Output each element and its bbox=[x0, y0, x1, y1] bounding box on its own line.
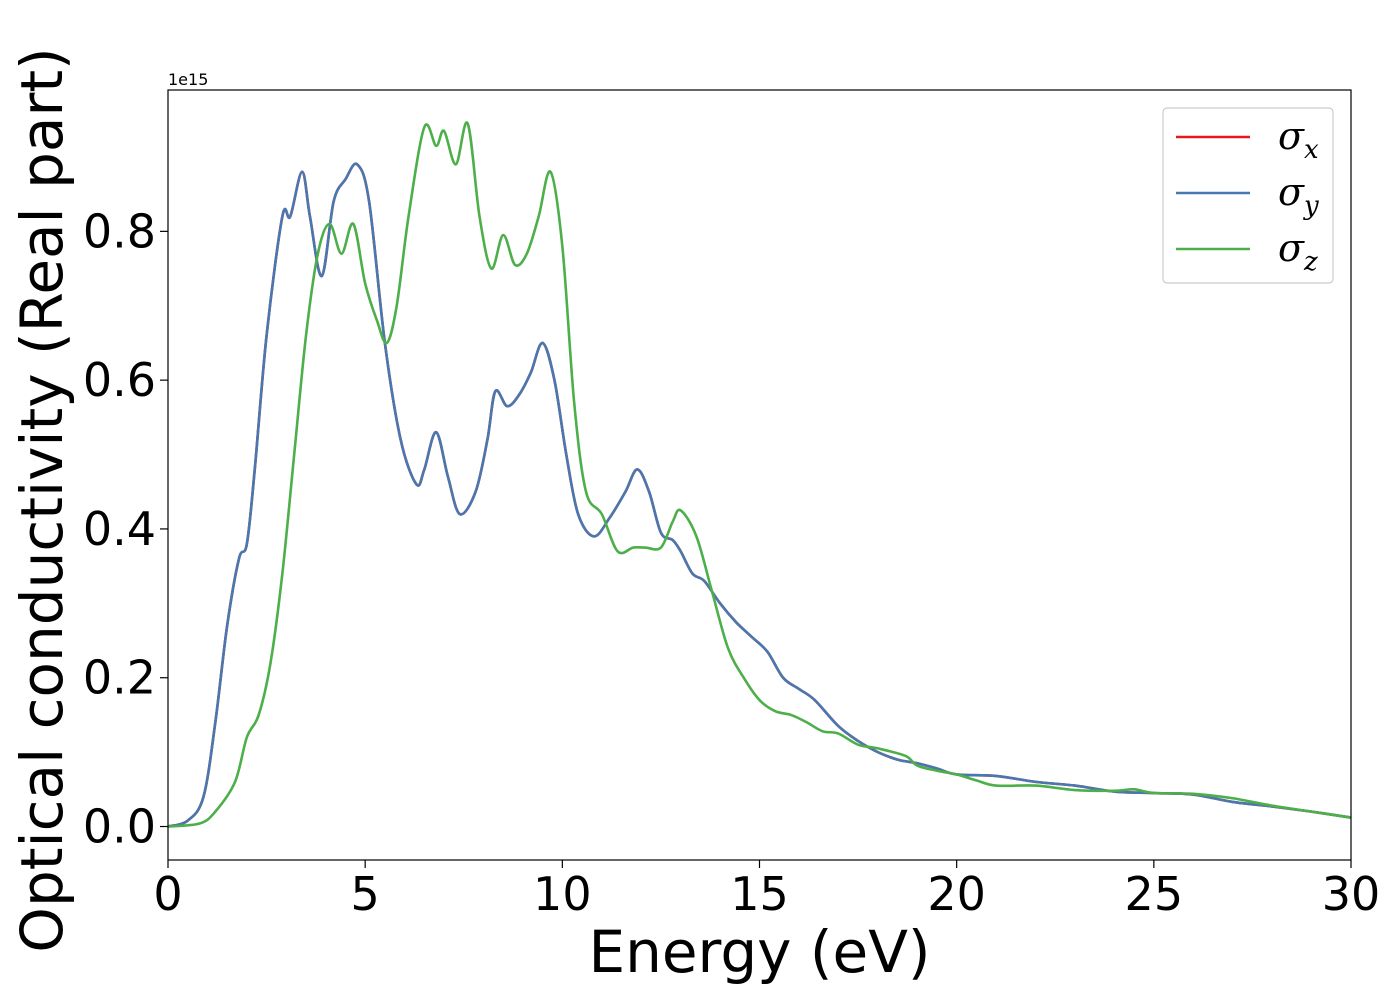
legend-label-z: σz bbox=[1278, 226, 1318, 277]
x-tick-label: 25 bbox=[1125, 867, 1184, 921]
x-tick-label: 0 bbox=[153, 867, 182, 921]
y-offset-text: 1e15 bbox=[168, 70, 208, 89]
legend-box bbox=[1162, 107, 1334, 284]
series-layer bbox=[167, 121, 1352, 828]
x-tick-label: 10 bbox=[533, 867, 592, 921]
series-line-z bbox=[167, 121, 1352, 828]
y-axis-ticks: 0.0 0.2 0.4 0.6 0.8 bbox=[83, 204, 168, 854]
series-line-y bbox=[167, 162, 1352, 828]
x-tick-label: 30 bbox=[1322, 867, 1381, 921]
x-axis-label: Energy (eV) bbox=[588, 918, 930, 986]
y-axis-label: Optical conductivity (Real part) bbox=[8, 47, 76, 952]
y-tick-label: 0.0 bbox=[83, 800, 156, 854]
x-axis-ticks: 0 5 10 15 20 25 30 bbox=[153, 860, 1380, 921]
y-tick-label: 0.8 bbox=[83, 204, 156, 258]
y-tick-label: 0.4 bbox=[83, 502, 156, 556]
y-tick-label: 0.2 bbox=[83, 651, 156, 705]
x-tick-label: 20 bbox=[927, 867, 986, 921]
x-tick-label: 5 bbox=[351, 867, 380, 921]
x-tick-label: 15 bbox=[730, 867, 789, 921]
y-tick-label: 0.6 bbox=[83, 353, 156, 407]
legend-label-x: σx bbox=[1278, 114, 1319, 165]
legend-label-y: σy bbox=[1278, 170, 1319, 221]
